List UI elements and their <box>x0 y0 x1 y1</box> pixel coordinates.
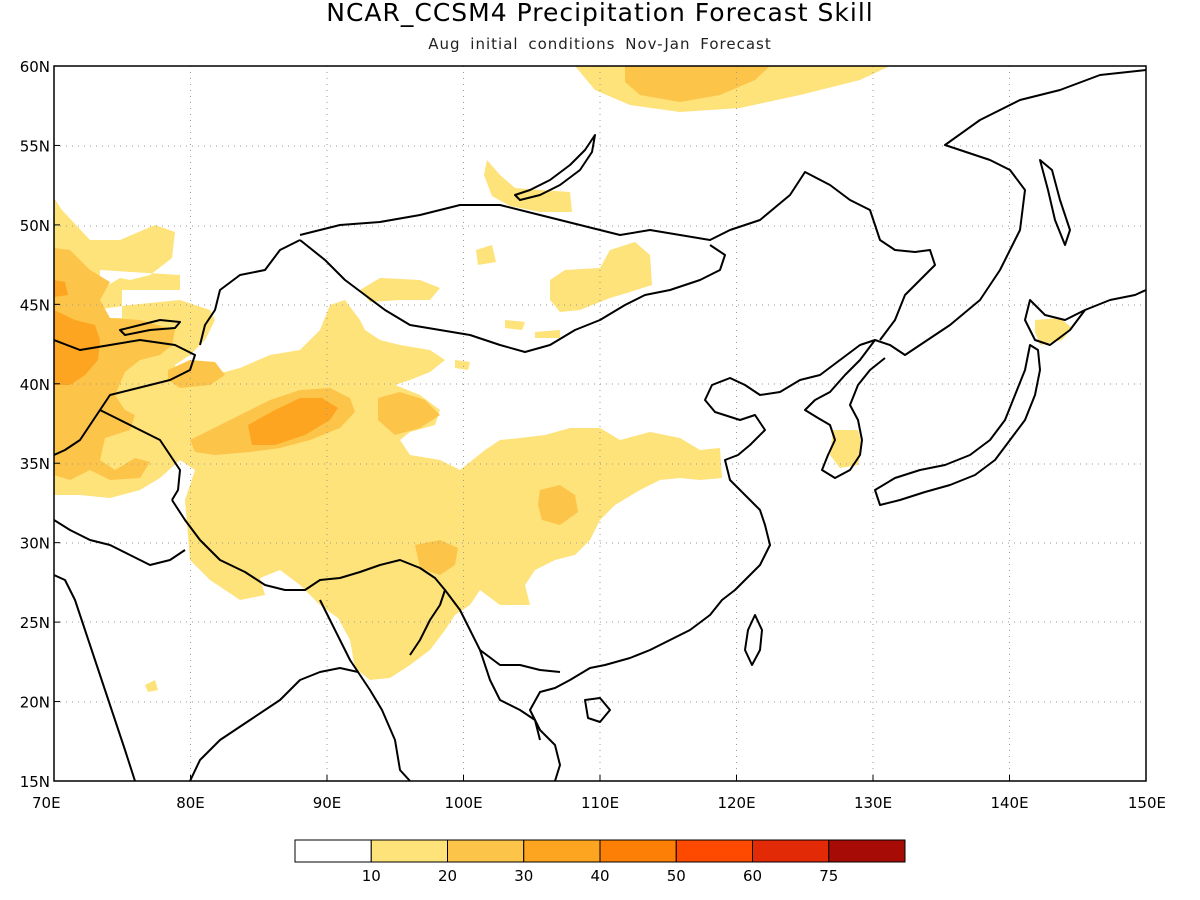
lon-tick-label: 150E <box>1128 794 1166 812</box>
skill-shading <box>54 66 1072 692</box>
map-subtitle: Aug initial conditions Nov-Jan Forecast <box>428 35 772 53</box>
lon-tick-label: 70E <box>32 794 61 812</box>
lon-tick-label: 110E <box>581 794 619 812</box>
lat-tick-label: 40N <box>20 376 50 394</box>
coastline-sakhalin <box>1039 159 1071 246</box>
colorbar-swatch <box>828 839 906 863</box>
lat-tick-label: 55N <box>20 137 50 155</box>
colorbar-swatch <box>675 839 753 863</box>
border-indochina <box>479 649 541 741</box>
coastline-bay-india-west <box>54 574 136 781</box>
border-tajik <box>99 409 181 501</box>
shade-region-small-2 <box>535 330 560 338</box>
coastline-korea <box>804 339 886 479</box>
lat-tick-label: 25N <box>20 614 50 632</box>
lake-balkhash <box>119 319 181 336</box>
lat-tick-label: 20N <box>20 694 50 712</box>
border-pakistan-india <box>54 519 186 566</box>
colorbar-label: 30 <box>514 867 533 885</box>
border-russia-mongolia <box>299 171 936 341</box>
lon-tick-label: 80E <box>176 794 205 812</box>
lon-tick-label: 120E <box>717 794 755 812</box>
shade-region-qaidam <box>378 392 440 435</box>
lon-tick-label: 130E <box>854 794 892 812</box>
coastline-hokkaido <box>1024 299 1086 346</box>
lat-tick-label: 50N <box>20 217 50 235</box>
coastline-east-asia <box>529 69 1146 781</box>
lon-tick-label: 90E <box>313 794 342 812</box>
border-myanmar <box>444 589 561 673</box>
shade-region-kazakh-core <box>54 310 100 385</box>
colorbar-swatch <box>752 839 830 863</box>
border-kazakhstan-china <box>199 239 301 346</box>
coastline-south-asia <box>189 667 411 781</box>
lon-tick-label: 140E <box>990 794 1028 812</box>
coastline-hainan <box>584 697 611 723</box>
coastline-kuril <box>1084 289 1146 311</box>
tick-labels: 70E 80E 90E 100E 110E 120E 130E 140E 150E 60N 55N 5… <box>20 58 1166 812</box>
grid-lines <box>54 66 1146 781</box>
map-title: NCAR_CCSM4 Precipitation Forecast Skill <box>326 0 874 27</box>
lat-tick-label: 35N <box>20 455 50 473</box>
coastline-taiwan <box>744 614 763 666</box>
colorbar-label: 75 <box>819 867 838 885</box>
lat-tick-label: 30N <box>20 535 50 553</box>
shade-region-mongolia-west <box>360 278 440 302</box>
border-india-bangladesh <box>319 599 359 673</box>
lat-tick-label: 45N <box>20 296 50 314</box>
shade-region-north-core <box>625 66 770 102</box>
colorbar: 10 20 30 40 50 60 75 <box>294 839 906 885</box>
colorbar-label: 50 <box>667 867 686 885</box>
colorbar-swatch <box>599 839 677 863</box>
lake-baikal <box>514 134 596 201</box>
shade-region-korea <box>830 430 862 468</box>
shade-region-kazakh-dot <box>54 280 68 297</box>
border-central-asia <box>54 339 196 456</box>
shade-region-sichuan <box>538 485 578 525</box>
colorbar-label: 40 <box>590 867 609 885</box>
shade-region-mongolia-dot <box>476 245 496 265</box>
shade-region-yunnan <box>415 540 458 575</box>
lon-tick-label: 100E <box>444 794 482 812</box>
shade-region-west-core <box>54 248 175 480</box>
shade-region-tiny <box>145 680 158 692</box>
coastline-honshu <box>874 344 1041 506</box>
shade-region-small-3 <box>455 360 470 370</box>
colorbar-label: 20 <box>438 867 457 885</box>
lat-tick-label: 60N <box>20 58 50 76</box>
colorbar-swatch <box>294 839 372 863</box>
lat-tick-label: 15N <box>20 773 50 791</box>
colorbar-swatch <box>523 839 601 863</box>
shade-region-tarim-core <box>248 398 338 445</box>
shade-region-small-1 <box>505 320 525 330</box>
colorbar-label: 10 <box>362 867 381 885</box>
colorbar-swatch <box>447 839 525 863</box>
coastlines-borders <box>54 69 1146 781</box>
shade-region-hokkaido <box>1035 318 1072 345</box>
shade-region-west-bump <box>168 360 225 388</box>
colorbar-swatch <box>370 839 448 863</box>
shade-region-mongolia <box>550 242 652 312</box>
border-mongolia-china <box>299 239 726 353</box>
tick-marks <box>53 65 1147 782</box>
shade-region-baikal <box>484 160 572 212</box>
colorbar-label: 60 <box>743 867 762 885</box>
border-himalaya <box>171 499 446 656</box>
